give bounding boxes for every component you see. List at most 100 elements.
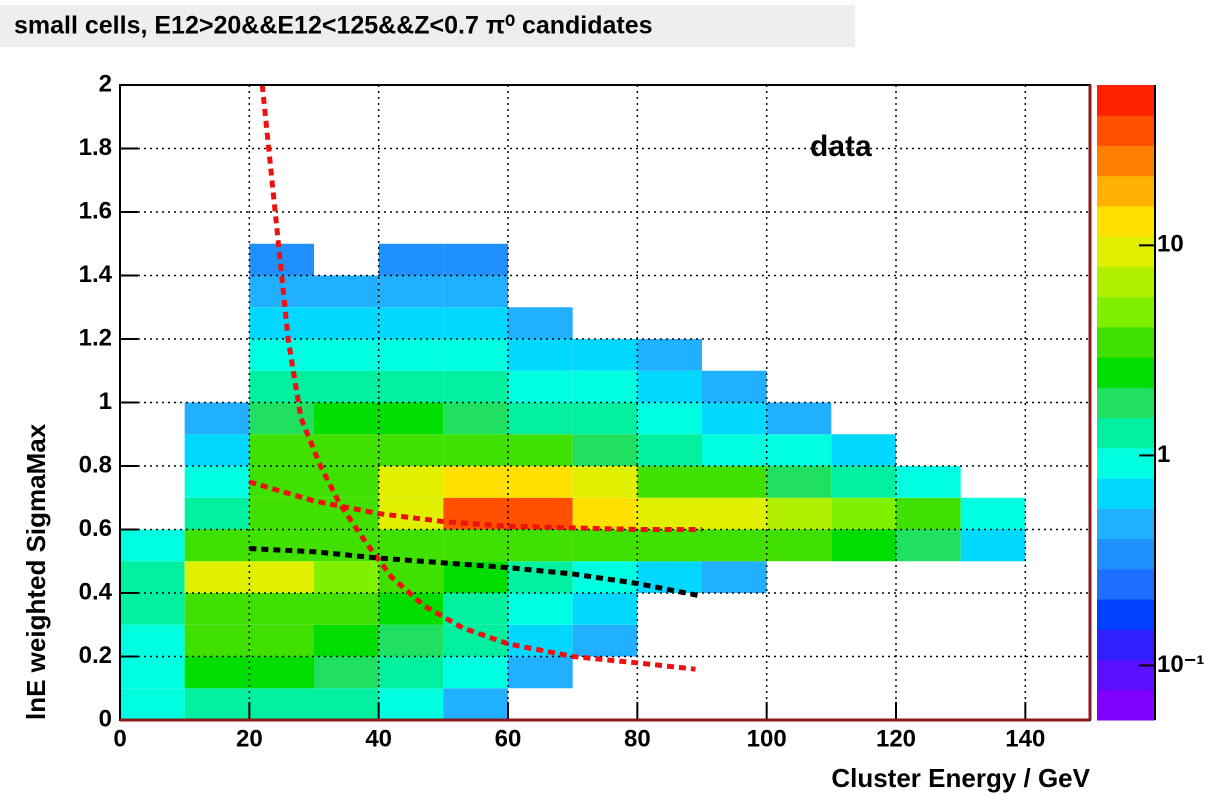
heat-cell: [314, 434, 379, 466]
heat-cell: [702, 370, 767, 403]
x-tick-label: 80: [624, 725, 651, 752]
heat-cell: [572, 370, 638, 403]
colorbar-band: [1097, 236, 1155, 267]
colorbar-band: [1097, 266, 1155, 298]
heat-cell: [120, 688, 185, 720]
colorbar-band: [1097, 568, 1155, 600]
heat-cell: [702, 466, 767, 498]
heat-cell: [508, 466, 573, 498]
curve: [248, 479, 702, 532]
colorbar-band: [1097, 205, 1155, 237]
heat-cell: [314, 402, 379, 435]
heat-cell: [378, 593, 444, 625]
x-tick-label: 100: [747, 725, 787, 752]
heat-cell: [702, 402, 767, 435]
heat-cell: [443, 688, 508, 720]
heat-cell: [249, 466, 314, 498]
annotation: data: [810, 130, 872, 163]
heat-cell: [443, 529, 508, 562]
heat-cell: [443, 593, 508, 625]
heat-cell: [896, 497, 961, 530]
heat-cell: [443, 466, 508, 498]
colorbar-band: [1097, 175, 1155, 207]
y-tick-label: 1.4: [79, 261, 113, 288]
heat-cell: [120, 529, 185, 562]
heat-cell: [508, 656, 573, 689]
heat-cell: [443, 339, 508, 371]
y-tick-label: 0.4: [79, 578, 113, 605]
heat-cell: [637, 529, 702, 562]
heat-cell: [766, 434, 832, 466]
heat-cell: [443, 275, 508, 308]
colorbar-band: [1097, 689, 1155, 721]
heat-cell: [960, 529, 1026, 562]
heat-cell: [508, 497, 573, 530]
colorbar-band: [1097, 629, 1155, 661]
heat-cell: [508, 339, 573, 371]
heat-cell: [896, 466, 961, 498]
heat-cell: [443, 624, 508, 657]
heat-cell: [184, 624, 250, 657]
heat-cell: [637, 434, 702, 466]
heat-cell: [572, 561, 638, 593]
heat-cell: [378, 466, 444, 498]
heat-cell: [702, 529, 767, 562]
heat-cell: [443, 243, 508, 276]
y-tick-label: 0.2: [79, 642, 112, 669]
heat-cell: [766, 497, 832, 530]
x-tick-label: 20: [236, 725, 263, 752]
colorbar-band: [1097, 296, 1155, 328]
heat-cell: [249, 624, 314, 657]
heat-cell: [120, 624, 185, 657]
heat-cell: [508, 307, 573, 339]
heat-cell: [249, 656, 314, 689]
heat-cell: [184, 561, 250, 593]
heat-cell: [314, 370, 379, 403]
heat-cell: [443, 434, 508, 466]
heat-cell: [314, 593, 379, 625]
heat-cell: [184, 593, 250, 625]
y-tick-label: 0.6: [79, 515, 112, 542]
chart-title: small cells, E12>20&&E12<125&&Z<0.7 π⁰ c…: [14, 12, 653, 40]
heat-cell: [443, 656, 508, 689]
heat-cell: [702, 561, 767, 593]
heat-cell: [766, 529, 832, 562]
heat-cell: [766, 466, 832, 498]
z-tick-label: 10: [1157, 231, 1184, 258]
heat-cell: [378, 561, 444, 593]
heat-cell: [249, 307, 314, 339]
curve: [259, 84, 696, 672]
title-box: [0, 5, 855, 47]
heat-cell: [443, 370, 508, 403]
heat-cell: [249, 593, 314, 625]
y-tick-label: 1: [99, 388, 112, 415]
heat-cell: [378, 624, 444, 657]
heat-cell: [960, 497, 1026, 530]
heat-cell: [184, 656, 250, 689]
heat-cell: [637, 466, 702, 498]
heat-cell: [443, 561, 508, 593]
heat-cell: [572, 497, 638, 530]
heat-cell: [314, 656, 379, 689]
heat-cell: [508, 370, 573, 403]
heat-cell: [572, 402, 638, 435]
colorbar-band: [1097, 387, 1155, 419]
colorbar-band: [1097, 599, 1155, 630]
heat-cell: [831, 434, 896, 466]
heat-cell: [120, 561, 185, 593]
heat-cell: [249, 339, 314, 371]
y-tick-label: 0: [99, 705, 112, 732]
heat-cell: [378, 243, 444, 276]
colorbar-band: [1097, 478, 1155, 509]
y-tick-label: 0.8: [79, 451, 112, 478]
heat-cell: [443, 307, 508, 339]
y-tick-label: 1.2: [79, 324, 112, 351]
heat-cell: [508, 402, 573, 435]
z-tick-label: 1: [1157, 441, 1170, 468]
heat-cell: [249, 529, 314, 562]
heat-cell: [184, 466, 250, 498]
heat-cell: [702, 434, 767, 466]
heat-cell: [249, 688, 314, 720]
colorbar-band: [1097, 659, 1155, 691]
